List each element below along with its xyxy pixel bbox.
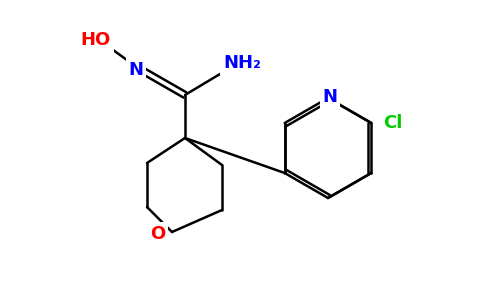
Text: NH₂: NH₂ <box>223 54 261 72</box>
Text: Cl: Cl <box>384 114 403 132</box>
Text: N: N <box>128 61 143 79</box>
Text: N: N <box>322 88 337 106</box>
Text: O: O <box>151 225 166 243</box>
Text: HO: HO <box>81 31 111 49</box>
